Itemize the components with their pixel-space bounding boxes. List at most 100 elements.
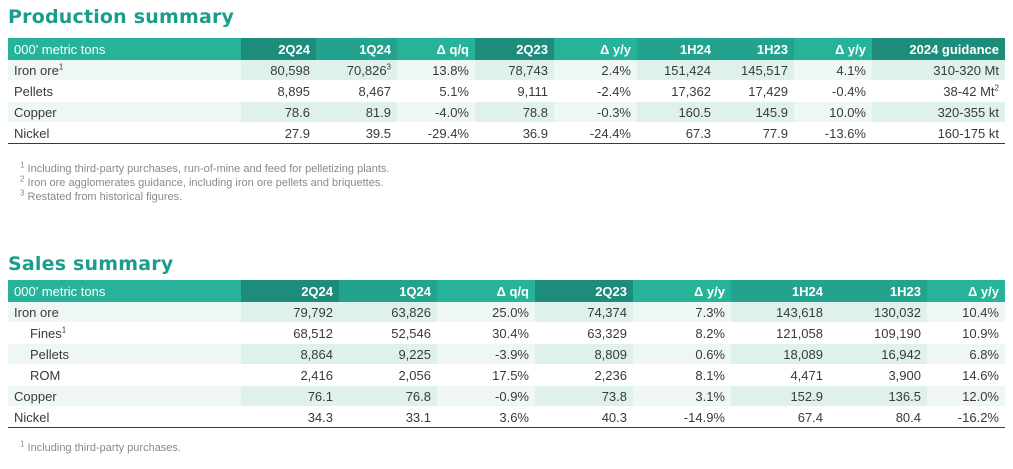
table-cell: 152.9 [731,385,829,407]
table-cell: 0.6% [633,343,731,365]
table-cell: 3.6% [437,406,535,428]
row-label-text: Nickel [14,409,50,425]
cell-value: 78.8 [522,104,548,120]
table-cell: 9,225 [339,343,437,365]
cell-value: 5.1% [439,83,469,99]
cell-value: 33.1 [405,409,431,425]
table-cell: 130,032 [829,302,927,323]
cell-value: 121,058 [776,325,823,341]
cell-value: 2,056 [398,367,431,383]
table-cell: 16,942 [829,343,927,365]
cell-value: 77.9 [762,125,788,141]
table-cell: -0.4% [794,80,872,102]
table-cell: 80.4 [829,406,927,428]
row-label-text: Nickel [14,125,50,141]
cell-value: 36.9 [522,125,548,141]
cell-value: 73.8 [601,388,627,404]
cell-value: 81.9 [365,104,391,120]
cell-value: 10.4% [962,304,999,320]
table-cell: 78,743 [475,60,554,81]
cell-value: -13.6% [824,125,866,141]
footnote-text: Restated from historical figures. [27,191,183,203]
table-cell: 160.5 [637,101,717,123]
table-row: Nickel 34.3 33.1 3.6% 40.3 -14.9% 67.4 80.4 -16.… [8,406,1005,428]
table-cell: 14.6% [927,364,1005,386]
cell-value: -3.9% [495,346,529,362]
column-header: 2Q23 [535,280,633,302]
cell-value: 0.6% [695,346,725,362]
cell-value: -0.9% [495,388,529,404]
cell-value: 4.1% [836,62,866,78]
cell-value: 17,429 [748,83,788,99]
table-cell: 109,190 [829,322,927,344]
cell-value: 7.3% [695,304,725,320]
table-row: Pellets 8,895 8,467 5.1% 9,111 -2.4% 17,362 17,… [8,80,1005,102]
cell-value: 2.4% [601,62,631,78]
table-cell: 38-42 Mt2 [872,80,1005,102]
row-label: Iron ore1 [8,60,241,81]
cell-value: 320-355 kt [937,104,999,120]
cell-value: 8,895 [277,83,310,99]
column-header: 000' metric tons [8,280,241,302]
table-cell: 5.1% [397,80,475,102]
table-cell: 8.2% [633,322,731,344]
table-cell: 52,546 [339,322,437,344]
table-cell: -14.9% [633,406,731,428]
footnote: 3 Restated from historical figures. [20,188,390,204]
footnote-number: 3 [20,188,25,198]
table-cell: 4,471 [731,364,829,386]
cell-value: -0.3% [597,104,631,120]
table-row: Copper 76.1 76.8 -0.9% 73.8 3.1% 152.9 136.5 12.… [8,385,1005,407]
cell-value: 9,225 [398,346,431,362]
cell-value: -16.2% [957,409,999,425]
column-header: 2Q23 [475,38,554,60]
table-cell: 7.3% [633,302,731,323]
table-cell: 17,362 [637,80,717,102]
cell-value: 34.3 [307,409,333,425]
table-row: Copper 78.6 81.9 -4.0% 78.8 -0.3% 160.5 145.9 10… [8,101,1005,123]
cell-value: 63,329 [587,325,627,341]
table-cell: 320-355 kt [872,101,1005,123]
column-header: Δ y/y [554,38,637,60]
column-header: 1H24 [637,38,717,60]
column-header: 1H23 [829,280,927,302]
production-summary-table: 000' metric tons 2Q24 1Q24 Δ q/q 2Q23 Δ y/y 1H… [8,38,1005,144]
row-label: Pellets [8,80,241,102]
row-label-text: Copper [14,104,57,120]
footnote: 1 Including third-party purchases. [20,440,181,455]
table-cell: -16.2% [927,406,1005,428]
table-cell: 10.9% [927,322,1005,344]
table-cell: 17.5% [437,364,535,386]
cell-value: 80,598 [270,62,310,78]
cell-value: 13.8% [432,62,469,78]
cell-value: 310-320 Mt [933,62,999,78]
table-cell: 81.9 [316,101,397,123]
table-cell: 13.8% [397,60,475,81]
table-cell: 160-175 kt [872,122,1005,144]
cell-value: 2,236 [594,367,627,383]
footnote-ref: 1 [58,62,64,72]
table-cell: 310-320 Mt [872,60,1005,81]
table-cell: 78.6 [241,101,316,123]
table-cell: 67.3 [637,122,717,144]
table-row: ROM 2,416 2,056 17.5% 2,236 8.1% 4,471 3,900 14.… [8,364,1005,386]
column-header: 2024 guidance [872,38,1005,60]
table-row: Iron ore1 80,598 70,8263 13.8% 78,743 2.4% 151… [8,60,1005,81]
cell-value: 52,546 [391,325,431,341]
cell-value: 8.2% [695,325,725,341]
cell-value: 145.9 [755,104,788,120]
table-cell: 76.1 [241,385,339,407]
table-cell: 3,900 [829,364,927,386]
footnote-number: 2 [20,174,25,184]
sales-summary-title: Sales summary [8,253,174,275]
cell-value: 136.5 [888,388,921,404]
production-body: Iron ore1 80,598 70,8263 13.8% 78,743 2.4% 151… [8,60,1005,144]
row-label-text: Iron ore [14,304,59,320]
table-cell: 30.4% [437,322,535,344]
cell-value: 151,424 [664,62,711,78]
table-cell: 40.3 [535,406,633,428]
cell-value: 160.5 [678,104,711,120]
table-cell: 145.9 [717,101,794,123]
column-header: Δ y/y [633,280,731,302]
column-header: Δ q/q [397,38,475,60]
